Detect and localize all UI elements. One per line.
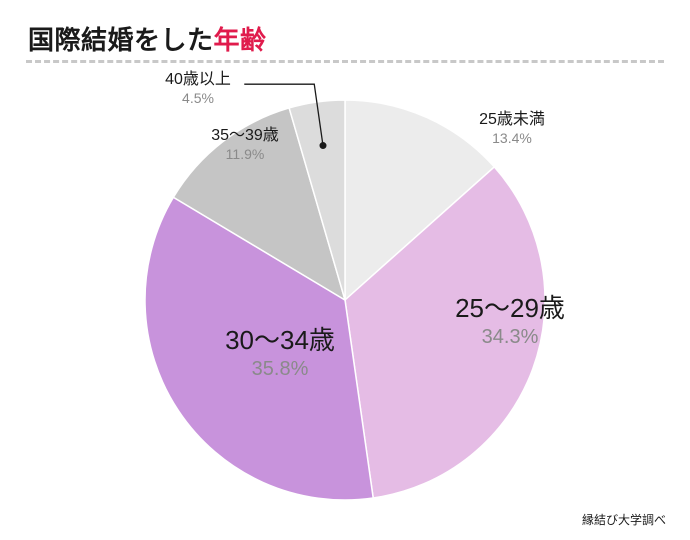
label-a35-39-pct: 11.9% <box>185 146 305 164</box>
pie-chart: 25歳未満 13.4% 25〜29歳 34.3% 30〜34歳 35.8% 35… <box>0 70 690 510</box>
label-a40p-pct: 4.5% <box>138 90 258 108</box>
title-divider <box>26 60 664 63</box>
label-u25-pct: 13.4% <box>452 130 572 148</box>
label-a30-34-name: 30〜34歳 <box>190 324 370 357</box>
label-a25-29-name: 25〜29歳 <box>420 292 600 325</box>
label-a40p: 40歳以上 4.5% <box>138 70 258 108</box>
label-a35-39-name: 35〜39歳 <box>185 126 305 146</box>
label-a25-29: 25〜29歳 34.3% <box>420 292 600 350</box>
label-a30-34: 30〜34歳 35.8% <box>190 324 370 382</box>
leader-dot <box>319 142 326 149</box>
label-u25: 25歳未満 13.4% <box>452 110 572 148</box>
chart-title: 国際結婚をした年齢 <box>28 20 267 57</box>
label-u25-name: 25歳未満 <box>452 110 572 130</box>
label-a30-34-pct: 35.8% <box>190 357 370 382</box>
title-part1: 国際結婚をした <box>28 25 214 55</box>
label-a40p-name: 40歳以上 <box>138 70 258 90</box>
source-label: 縁結び大学調べ <box>582 511 666 528</box>
title-part2: 年齢 <box>214 25 267 55</box>
label-a35-39: 35〜39歳 11.9% <box>185 126 305 164</box>
pie-svg <box>0 70 690 510</box>
label-a25-29-pct: 34.3% <box>420 325 600 350</box>
